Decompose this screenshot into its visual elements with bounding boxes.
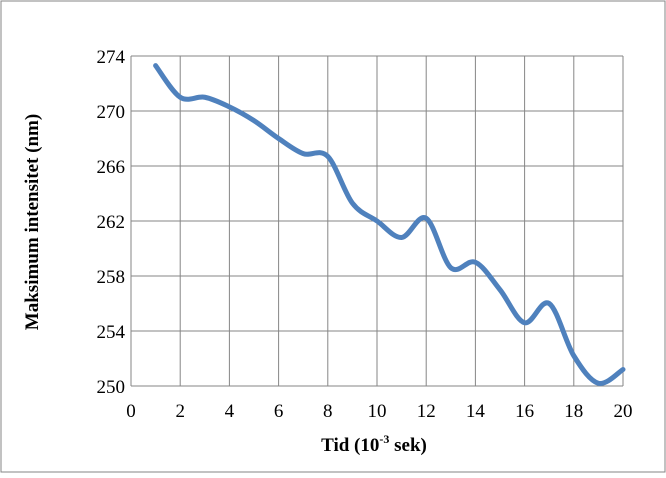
y-tick-label: 266 xyxy=(97,157,126,178)
x-tick-label: 4 xyxy=(225,401,235,422)
x-tick-label: 6 xyxy=(274,401,284,422)
x-tick-label: 8 xyxy=(323,401,333,422)
x-axis-label-main: Tid (10 xyxy=(321,435,379,456)
x-tick-label: 20 xyxy=(614,401,633,422)
x-tick-label: 2 xyxy=(175,401,185,422)
y-tick-label: 250 xyxy=(97,377,126,398)
x-tick-label: 18 xyxy=(564,401,583,422)
x-tick-label: 16 xyxy=(515,401,534,422)
y-axis-label: Maksimum intensitet (nm) xyxy=(22,114,43,330)
y-tick-label: 274 xyxy=(97,47,126,68)
x-tick-label: 10 xyxy=(368,401,387,422)
x-tick-label: 12 xyxy=(417,401,436,422)
x-axis-label-exponent: -3 xyxy=(379,432,389,446)
y-tick-label: 262 xyxy=(97,212,126,233)
y-tick-label: 254 xyxy=(97,322,126,343)
x-axis-label: Tid (10-3 sek) xyxy=(321,432,427,456)
y-tick-label: 258 xyxy=(97,267,126,288)
x-tick-label: 14 xyxy=(466,401,486,422)
x-axis-label-suffix: sek) xyxy=(389,435,426,456)
x-tick-label: 0 xyxy=(126,401,136,422)
y-tick-label: 270 xyxy=(97,102,126,123)
